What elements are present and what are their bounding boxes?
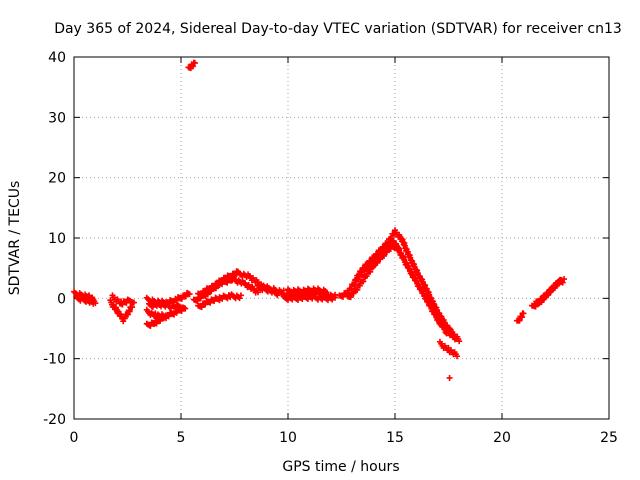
data-point: [198, 304, 205, 311]
data-point: [360, 278, 367, 285]
data-point: [347, 294, 354, 301]
data-point: [173, 309, 180, 316]
y-axis-label: SDTVAR / TECUs: [7, 181, 23, 296]
data-point: [558, 277, 565, 284]
data-point: [213, 285, 220, 292]
x-tick-label: 20: [493, 430, 511, 446]
data-point: [370, 263, 377, 270]
x-tick-label: 0: [70, 430, 79, 446]
data-point: [332, 294, 339, 301]
data-point: [363, 273, 370, 280]
data-point: [204, 291, 211, 298]
data-point: [451, 336, 458, 343]
x-tick-label: 15: [386, 430, 404, 446]
data-point: [197, 295, 204, 302]
data-point: [358, 268, 365, 275]
data-point: [350, 290, 357, 297]
data-point: [374, 259, 381, 266]
y-tick-label: 40: [48, 50, 66, 66]
data-point: [545, 290, 552, 297]
data-point: [516, 317, 523, 324]
data-point: [128, 298, 135, 305]
data-point: [121, 315, 128, 322]
data-point: [372, 254, 379, 261]
data-point: [178, 304, 184, 311]
data-point: [454, 353, 461, 360]
y-tick-label: 0: [57, 291, 66, 307]
data-point: [381, 244, 388, 251]
data-point: [542, 294, 549, 301]
data-point: [396, 245, 403, 252]
data-point: [356, 282, 363, 289]
data-point: [439, 322, 446, 329]
data-point: [182, 293, 189, 300]
data-point: [365, 261, 372, 268]
data-point: [323, 289, 330, 296]
y-tick-label: -20: [43, 412, 66, 428]
x-tick-label: 10: [279, 430, 297, 446]
data-point: [520, 310, 527, 317]
data-point: [374, 251, 381, 258]
data-point: [383, 249, 390, 256]
data-point: [456, 338, 463, 345]
data-point: [361, 265, 368, 272]
data-point: [377, 256, 384, 263]
data-point: [208, 288, 215, 295]
data-point: [367, 268, 374, 275]
data-point: [368, 258, 375, 265]
x-tick-label: 25: [600, 430, 618, 446]
data-point: [189, 63, 196, 70]
data-point: [157, 317, 164, 324]
data-point: [536, 299, 543, 306]
data-point: [90, 300, 97, 307]
data-point: [255, 289, 262, 296]
y-tick-label: -10: [43, 352, 66, 368]
axis-ticks: 0 5 10 15 20 25 -20 -10 0 10 20 30 40: [43, 50, 618, 446]
data-point: [160, 315, 167, 322]
data-point: [274, 292, 281, 299]
data-point: [381, 252, 388, 259]
x-axis-label: GPS time / hours: [282, 459, 399, 475]
data-point: [182, 305, 189, 312]
data-point: [186, 291, 193, 298]
chart-title: Day 365 of 2024, Sidereal Day-to-day VTE…: [54, 21, 622, 37]
data-point: [532, 303, 539, 310]
data-point: [202, 301, 209, 308]
data-point: [386, 241, 393, 248]
data-point: [178, 295, 185, 302]
y-tick-label: 10: [48, 231, 66, 247]
grid-lines: [74, 57, 609, 419]
data-point: [556, 280, 563, 287]
data-point: [191, 60, 198, 67]
data-point: [552, 283, 559, 290]
data-point: [378, 247, 385, 254]
y-tick-label: 30: [48, 110, 66, 126]
data-point: [153, 320, 160, 327]
y-tick-label: 20: [48, 171, 66, 187]
data-points: [71, 59, 568, 381]
data-point: [237, 292, 244, 299]
data-point: [446, 374, 453, 381]
data-point: [354, 286, 361, 293]
data-point: [549, 287, 556, 294]
data-point: [165, 313, 172, 320]
x-tick-label: 5: [177, 430, 186, 446]
